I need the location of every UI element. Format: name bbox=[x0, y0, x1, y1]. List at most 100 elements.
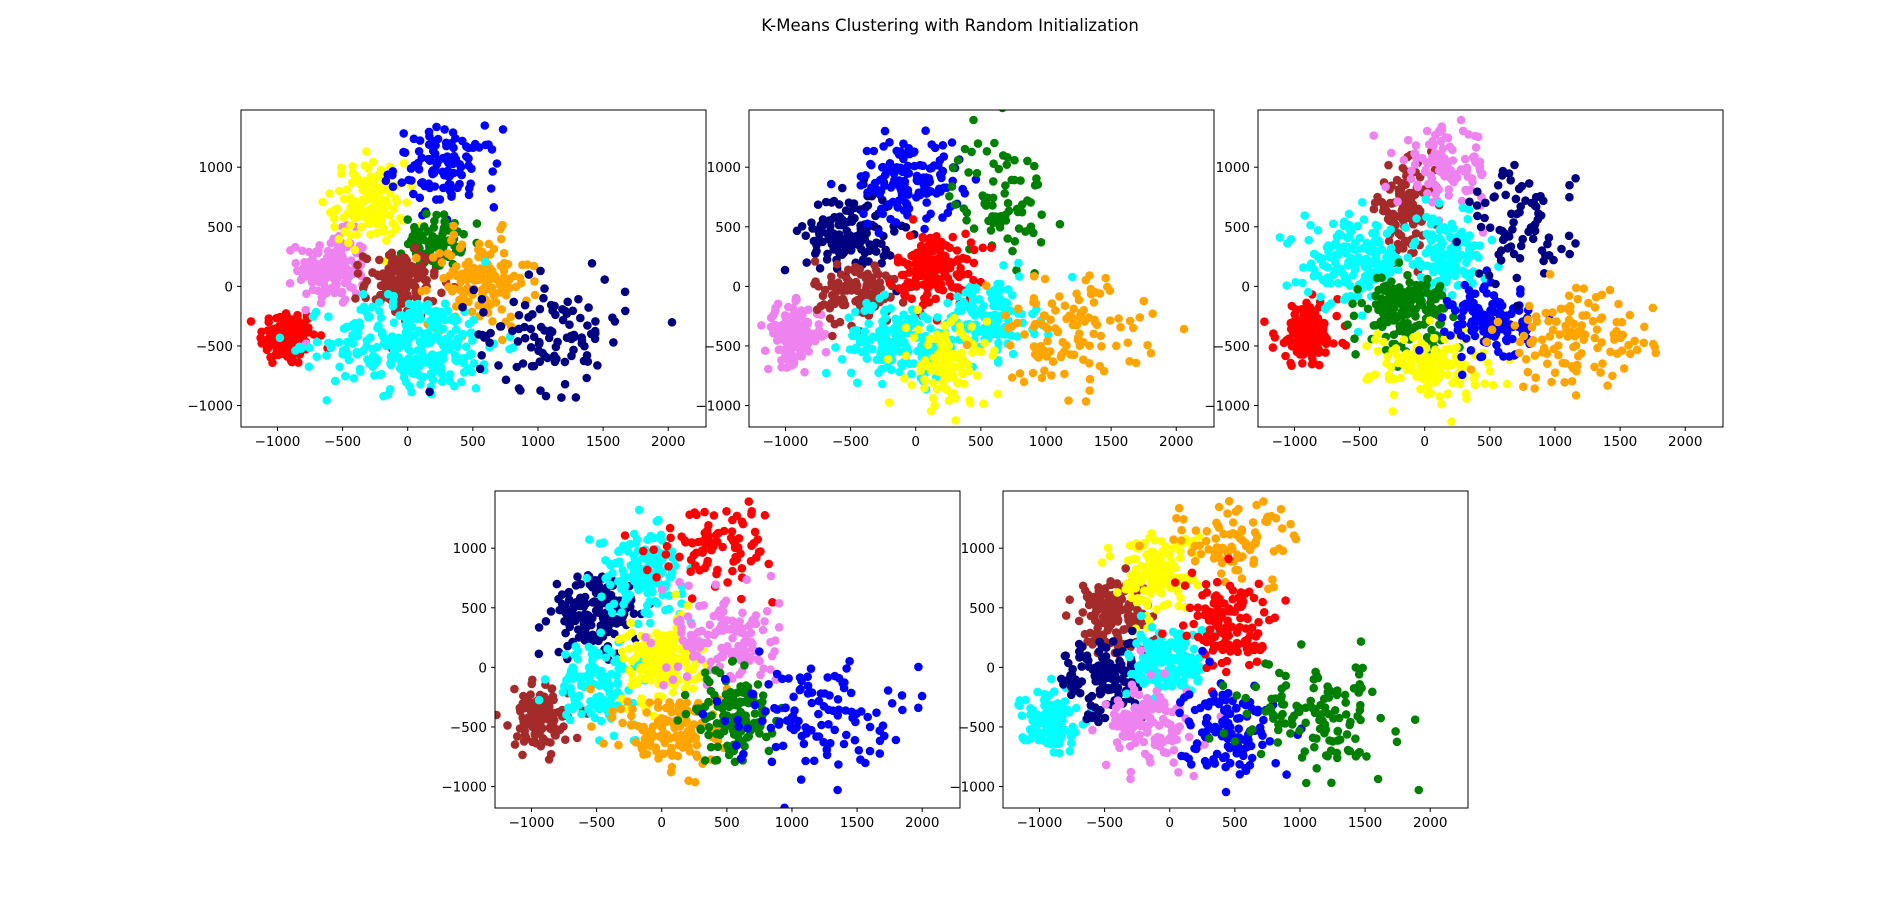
point-yellow bbox=[340, 227, 349, 236]
scatter-points bbox=[1260, 115, 1661, 426]
point-violet bbox=[339, 255, 348, 264]
point-brown bbox=[825, 314, 835, 323]
point-violet bbox=[337, 287, 347, 297]
point-yellow bbox=[337, 169, 346, 179]
point-orange bbox=[1596, 314, 1605, 324]
point-brown bbox=[402, 256, 412, 265]
point-navy bbox=[857, 245, 866, 254]
point-blue bbox=[414, 147, 424, 156]
point-violet bbox=[806, 333, 816, 343]
point-blue bbox=[447, 138, 456, 148]
point-cyan bbox=[411, 362, 420, 371]
point-yellow bbox=[631, 653, 640, 663]
point-cyan bbox=[558, 687, 568, 697]
point-yellow bbox=[1488, 380, 1498, 390]
point-navy bbox=[1571, 239, 1580, 248]
point-navy bbox=[469, 285, 479, 295]
point-green bbox=[1417, 300, 1427, 310]
point-cyan bbox=[1362, 270, 1372, 280]
point-navy bbox=[528, 310, 537, 319]
point-yellow bbox=[683, 601, 693, 610]
point-yellow bbox=[955, 321, 965, 331]
point-cyan bbox=[348, 339, 358, 348]
point-orange bbox=[1561, 359, 1570, 368]
point-yellow bbox=[951, 416, 960, 425]
point-green bbox=[430, 216, 439, 226]
point-cyan bbox=[609, 731, 619, 741]
point-orange bbox=[1015, 369, 1025, 378]
point-cyan bbox=[1313, 226, 1323, 235]
point-brown bbox=[1401, 180, 1410, 189]
point-violet bbox=[760, 346, 770, 356]
point-cyan bbox=[1353, 327, 1363, 337]
point-yellow bbox=[339, 213, 349, 222]
point-orange bbox=[1101, 273, 1110, 283]
point-green bbox=[960, 144, 970, 154]
point-orange bbox=[1608, 371, 1617, 381]
point-blue bbox=[428, 166, 438, 175]
point-navy bbox=[583, 321, 592, 330]
point-brown bbox=[373, 270, 382, 280]
point-violet bbox=[332, 281, 341, 291]
point-orange bbox=[1096, 331, 1106, 341]
point-violet bbox=[1456, 115, 1466, 125]
point-cyan bbox=[1008, 349, 1018, 359]
point-violet bbox=[293, 266, 302, 276]
point-navy bbox=[539, 293, 548, 303]
point-cyan bbox=[1028, 309, 1037, 319]
point-red bbox=[1305, 303, 1315, 312]
point-brown bbox=[559, 722, 568, 731]
point-yellow bbox=[352, 230, 362, 239]
point-yellow bbox=[636, 662, 645, 672]
point-cyan bbox=[1409, 241, 1418, 250]
point-yellow bbox=[1425, 316, 1435, 325]
point-yellow bbox=[965, 398, 975, 408]
point-orange bbox=[982, 281, 991, 291]
point-yellow bbox=[329, 214, 339, 223]
point-orange bbox=[962, 340, 972, 350]
point-yellow bbox=[628, 674, 637, 684]
point-blue bbox=[1440, 327, 1449, 337]
point-cyan bbox=[862, 335, 872, 345]
point-cyan bbox=[831, 343, 840, 352]
point-violet bbox=[764, 364, 773, 374]
point-cyan bbox=[570, 650, 579, 660]
point-cyan bbox=[1309, 249, 1319, 259]
point-violet bbox=[727, 650, 737, 659]
point-green bbox=[1033, 180, 1043, 189]
point-cyan bbox=[423, 300, 433, 309]
point-orange bbox=[1584, 298, 1593, 308]
point-yellow bbox=[956, 362, 965, 371]
point-orange bbox=[1075, 341, 1085, 351]
point-navy bbox=[552, 354, 561, 364]
point-navy bbox=[520, 333, 530, 343]
point-brown bbox=[401, 262, 411, 272]
point-brown bbox=[536, 719, 545, 729]
point-navy bbox=[620, 287, 630, 297]
point-red bbox=[952, 270, 962, 279]
point-orange bbox=[1571, 391, 1581, 400]
point-yellow bbox=[1435, 392, 1444, 401]
point-green bbox=[967, 147, 976, 157]
point-cyan bbox=[375, 298, 384, 307]
point-cyan bbox=[623, 593, 633, 602]
point-brown bbox=[855, 296, 864, 305]
point-red bbox=[690, 508, 699, 517]
point-red bbox=[730, 543, 740, 553]
point-red bbox=[928, 275, 937, 284]
point-yellow bbox=[901, 351, 911, 361]
point-navy bbox=[574, 294, 583, 304]
point-cyan bbox=[451, 355, 460, 365]
point-brown bbox=[1384, 160, 1393, 170]
point-yellow bbox=[1431, 345, 1440, 355]
point-orange bbox=[1567, 377, 1577, 386]
point-yellow bbox=[964, 366, 974, 376]
point-brown bbox=[519, 692, 529, 702]
point-cyan bbox=[308, 312, 318, 321]
point-cyan bbox=[275, 333, 285, 343]
point-cyan bbox=[603, 572, 612, 581]
point-yellow bbox=[914, 325, 923, 334]
point-yellow bbox=[614, 635, 624, 644]
point-orange bbox=[616, 704, 626, 714]
point-brown bbox=[847, 283, 857, 293]
